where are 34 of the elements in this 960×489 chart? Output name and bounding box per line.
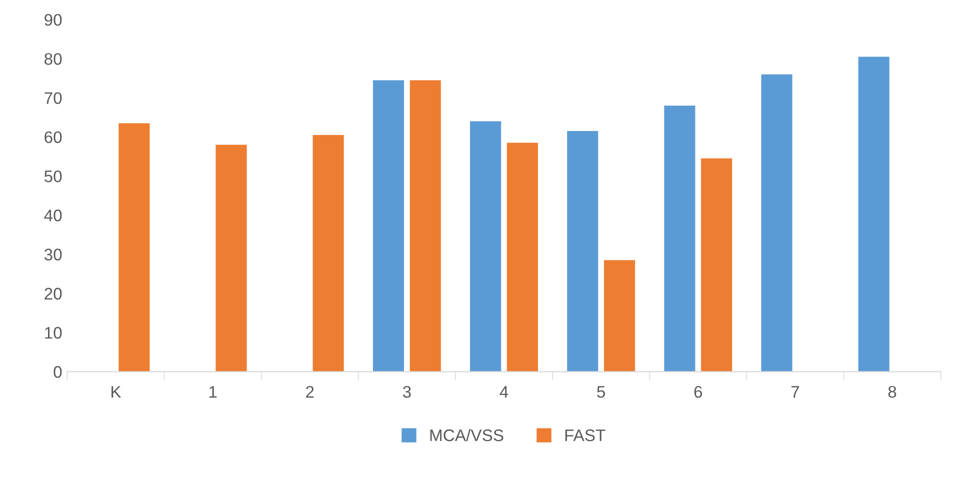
bar bbox=[372, 80, 404, 372]
bar bbox=[312, 134, 344, 372]
y-tick-label: 50 bbox=[44, 170, 62, 182]
y-tick-label: 40 bbox=[44, 210, 62, 222]
bar bbox=[701, 158, 732, 372]
bar bbox=[118, 123, 150, 372]
y-tick-label: 90 bbox=[44, 14, 62, 26]
x-tick-label: 8 bbox=[888, 386, 896, 398]
x-tick-label: 6 bbox=[694, 386, 702, 398]
bar bbox=[664, 106, 696, 372]
bar bbox=[506, 142, 538, 372]
bar bbox=[567, 131, 598, 372]
x-tick-label: 7 bbox=[791, 386, 799, 398]
y-tick-label: 60 bbox=[44, 131, 62, 144]
y-tick-label: 70 bbox=[44, 92, 62, 104]
bar bbox=[761, 74, 792, 372]
bar bbox=[858, 56, 890, 372]
y-tick-label: 10 bbox=[45, 326, 62, 339]
bar bbox=[410, 80, 441, 372]
legend-label: MCA/VSS bbox=[430, 428, 504, 442]
x-tick-label: K bbox=[112, 386, 122, 398]
bar bbox=[604, 260, 636, 372]
bar bbox=[470, 121, 502, 372]
x-tick-label: 1 bbox=[209, 386, 217, 398]
legend-label: FAST bbox=[565, 429, 606, 442]
x-tick-label: 4 bbox=[500, 386, 508, 398]
x-tick-label: 5 bbox=[597, 386, 606, 398]
y-tick-label: 80 bbox=[44, 53, 62, 65]
x-tick-label: 2 bbox=[306, 386, 314, 398]
y-tick-label: 30 bbox=[44, 248, 62, 260]
bar bbox=[216, 144, 247, 372]
x-tick-label: 3 bbox=[402, 386, 411, 398]
y-tick-label: 0 bbox=[54, 366, 62, 378]
y-tick-label: 20 bbox=[44, 288, 62, 300]
